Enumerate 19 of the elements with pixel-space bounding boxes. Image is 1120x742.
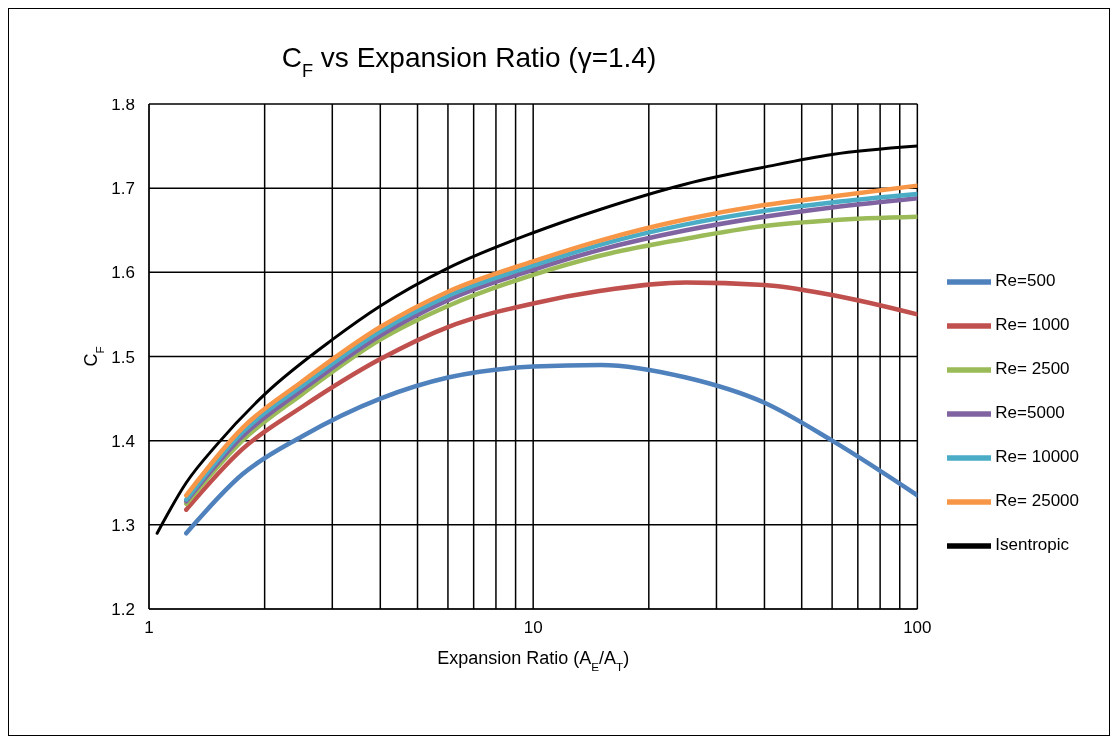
legend-label: Re=5000	[995, 403, 1065, 423]
y-tick-label: 1.6	[111, 263, 135, 283]
x-tick-label: 10	[523, 618, 543, 637]
chart-title: C$_{F}$ vs Expansion Ratio (γ=1.4)	[281, 42, 657, 81]
y-tick-label: 1.2	[111, 600, 135, 619]
y-tick-label: 1.4	[111, 431, 135, 451]
legend-label: Re= 2500	[995, 359, 1070, 379]
legend-label: Re= 25000	[995, 491, 1079, 511]
y-tick-label: 1.3	[111, 515, 135, 535]
legend-label: Re=500	[995, 271, 1056, 291]
y-tick-label: 1.7	[111, 179, 135, 199]
y-tick-label: 1.5	[111, 347, 135, 367]
x-tick-label: 100	[903, 618, 932, 637]
x-tick-label: 1	[144, 618, 154, 637]
legend-label: Re= 1000	[995, 315, 1070, 335]
x-axis-title: Expansion Ratio (A$_{E}$/A$_{T}$)	[437, 648, 630, 673]
legend-label: Isentropic	[995, 535, 1070, 555]
y-tick-label: 1.8	[111, 95, 135, 114]
legend-label: Re= 10000	[995, 447, 1079, 467]
